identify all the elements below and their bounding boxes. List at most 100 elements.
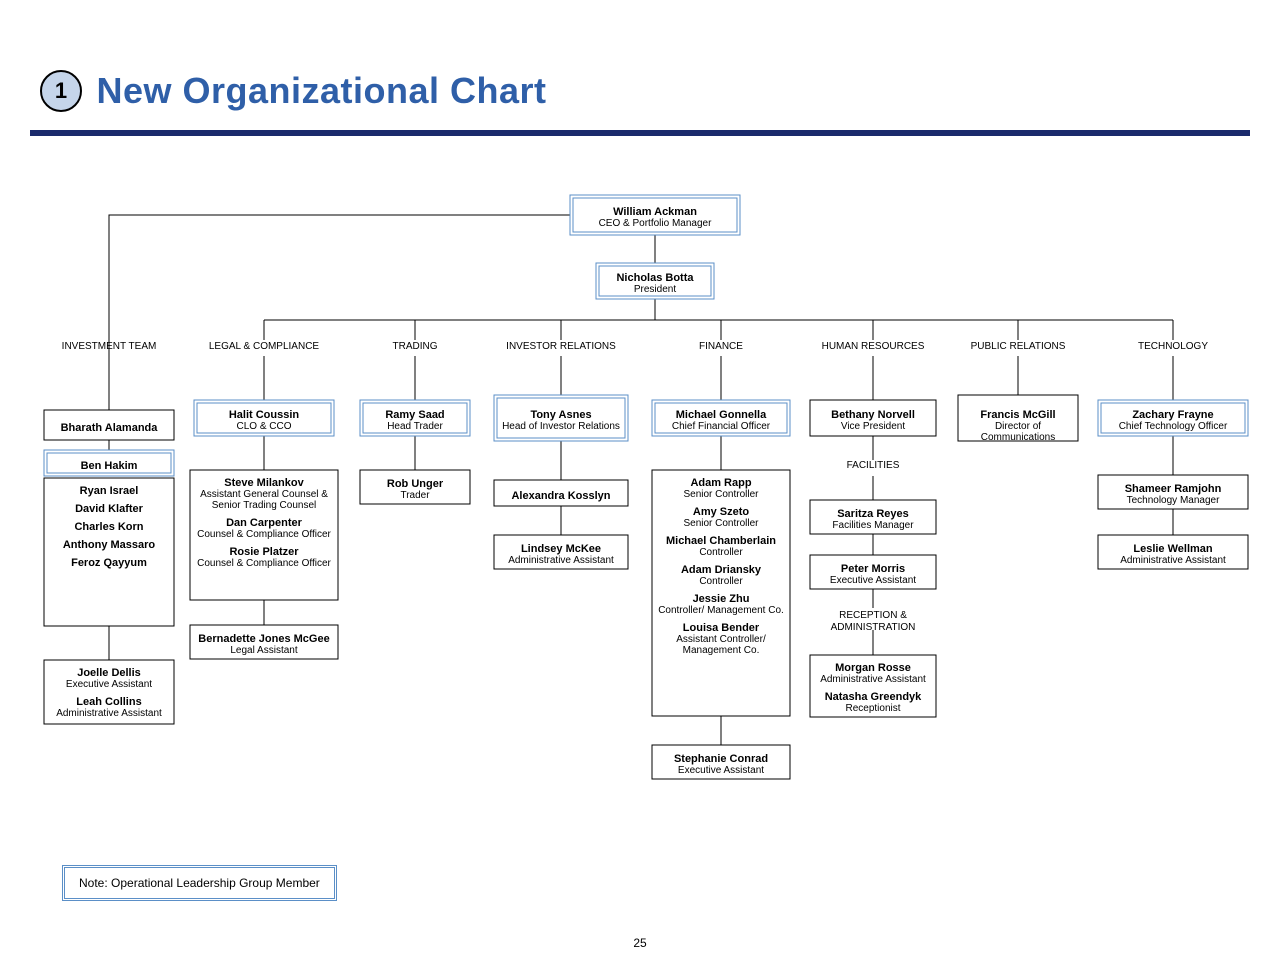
svg-text:Chief Technology Officer: Chief Technology Officer (1119, 421, 1228, 432)
svg-text:Lindsey McKee: Lindsey McKee (521, 543, 601, 555)
org-node: Ryan Israel David Klafter Charles Korn Anth… (44, 478, 174, 626)
svg-text:Charles Korn: Charles Korn (74, 521, 143, 533)
svg-text:Administrative Assistant: Administrative Assistant (1120, 555, 1226, 566)
svg-text:Controller: Controller (699, 547, 743, 558)
svg-text:Leah Collins: Leah Collins (76, 696, 141, 708)
svg-text:Administrative Assistant: Administrative Assistant (508, 555, 614, 566)
org-node: Saritza ReyesFacilities Manager (810, 500, 936, 534)
svg-text:Legal Assistant: Legal Assistant (230, 645, 297, 656)
svg-text:Administrative Assistant: Administrative Assistant (820, 674, 926, 685)
svg-text:Assistant General Counsel &Sen: Assistant General Counsel &Senior Tradin… (200, 489, 328, 511)
svg-text:Morgan Rosse: Morgan Rosse (835, 662, 911, 674)
org-node: Tony AsnesHead of Investor Relations (494, 395, 628, 441)
svg-text:Bethany Norvell: Bethany Norvell (831, 409, 915, 421)
svg-text:Dan Carpenter: Dan Carpenter (226, 517, 303, 529)
dept-label: TRADING (393, 341, 438, 352)
dept-label: RECEPTION &ADMINISTRATION (831, 610, 916, 633)
svg-text:Anthony Massaro: Anthony Massaro (63, 539, 156, 551)
dept-label: INVESTOR RELATIONS (506, 341, 616, 352)
svg-text:Amy Szeto: Amy Szeto (693, 506, 750, 518)
svg-text:Shameer Ramjohn: Shameer Ramjohn (1125, 483, 1222, 495)
org-node: Steve MilankovAssistant General Counsel … (190, 470, 338, 600)
svg-text:Leslie Wellman: Leslie Wellman (1133, 543, 1213, 555)
svg-text:President: President (634, 284, 676, 295)
page-number: 25 (0, 936, 1280, 950)
org-node: William AckmanCEO & Portfolio Manager (570, 195, 740, 235)
svg-text:Nicholas Botta: Nicholas Botta (616, 272, 694, 284)
org-node: Bernadette Jones McGeeLegal Assistant (190, 625, 338, 659)
svg-text:Counsel & Compliance Officer: Counsel & Compliance Officer (197, 529, 331, 540)
svg-text:Executive Assistant: Executive Assistant (830, 575, 916, 586)
svg-text:Ramy Saad: Ramy Saad (385, 409, 444, 421)
svg-text:Saritza Reyes: Saritza Reyes (837, 508, 909, 520)
svg-text:Executive Assistant: Executive Assistant (66, 679, 152, 690)
dept-label: FACILITIES (847, 460, 900, 471)
org-node: Alexandra Kosslyn (494, 480, 628, 506)
legend-note: Note: Operational Leadership Group Membe… (62, 865, 337, 901)
svg-text:Vice President: Vice President (841, 421, 906, 432)
svg-text:CEO & Portfolio Manager: CEO & Portfolio Manager (599, 218, 712, 229)
svg-text:Bharath Alamanda: Bharath Alamanda (61, 422, 159, 434)
svg-text:Rob Unger: Rob Unger (387, 478, 444, 490)
org-node: Zachary FrayneChief Technology Officer (1098, 400, 1248, 436)
svg-text:Stephanie Conrad: Stephanie Conrad (674, 753, 768, 765)
dept-label: TECHNOLOGY (1138, 341, 1208, 352)
org-node: Peter MorrisExecutive Assistant (810, 555, 936, 589)
svg-text:Chief Financial Officer: Chief Financial Officer (672, 421, 771, 432)
svg-text:Adam Driansky: Adam Driansky (681, 564, 762, 576)
svg-text:David Klafter: David Klafter (75, 503, 144, 515)
dept-label: INVESTMENT TEAM (62, 341, 157, 352)
svg-text:Controller/ Management Co.: Controller/ Management Co. (658, 605, 784, 616)
org-node: Halit CoussinCLO & CCO (194, 400, 334, 436)
svg-text:Jessie Zhu: Jessie Zhu (693, 593, 750, 605)
org-node: Stephanie ConradExecutive Assistant (652, 745, 790, 779)
svg-text:Senior Controller: Senior Controller (683, 489, 759, 500)
org-node: Joelle DellisExecutive Assistant Leah Col… (44, 660, 174, 724)
svg-text:Alexandra Kosslyn: Alexandra Kosslyn (511, 490, 610, 502)
svg-text:Steve Milankov: Steve Milankov (224, 477, 304, 489)
dept-label: LEGAL & COMPLIANCE (209, 341, 320, 352)
svg-text:Louisa Bender: Louisa Bender (683, 622, 760, 634)
svg-text:Michael Gonnella: Michael Gonnella (676, 409, 767, 421)
svg-text:Natasha Greendyk: Natasha Greendyk (825, 691, 922, 703)
org-node: Shameer RamjohnTechnology Manager (1098, 475, 1248, 509)
svg-text:Peter Morris: Peter Morris (841, 563, 905, 575)
svg-text:Feroz Qayyum: Feroz Qayyum (71, 557, 147, 569)
svg-text:Francis McGill: Francis McGill (980, 409, 1055, 421)
svg-text:Controller: Controller (699, 576, 743, 587)
svg-text:Halit Coussin: Halit Coussin (229, 409, 300, 421)
svg-text:Zachary Frayne: Zachary Frayne (1132, 409, 1213, 421)
svg-text:Head Trader: Head Trader (387, 421, 443, 432)
org-node: Bharath Alamanda (44, 410, 174, 440)
org-node: Bethany NorvellVice President (810, 400, 936, 436)
svg-text:William Ackman: William Ackman (613, 206, 697, 218)
svg-text:Assistant Controller/Managemen: Assistant Controller/Management Co. (676, 634, 766, 656)
dept-label: PUBLIC RELATIONS (971, 341, 1066, 352)
org-node: Ramy SaadHead Trader (360, 400, 470, 436)
org-chart: INVESTMENT TEAM LEGAL & COMPLIANCE TRADING… (0, 0, 1280, 960)
svg-text:Executive Assistant: Executive Assistant (678, 765, 764, 776)
org-node: Leslie WellmanAdministrative Assistant (1098, 535, 1248, 569)
org-node: Lindsey McKeeAdministrative Assistant (494, 535, 628, 569)
svg-text:Bernadette Jones McGee: Bernadette Jones McGee (198, 633, 329, 645)
org-node: Michael GonnellaChief Financial Officer (652, 400, 790, 436)
svg-text:Trader: Trader (400, 490, 430, 501)
svg-text:Rosie Platzer: Rosie Platzer (229, 546, 299, 558)
svg-text:Tony Asnes: Tony Asnes (530, 409, 591, 421)
svg-text:Ryan Israel: Ryan Israel (80, 485, 139, 497)
svg-text:CLO & CCO: CLO & CCO (236, 421, 291, 432)
dept-label: HUMAN RESOURCES (822, 341, 925, 352)
svg-text:Facilities Manager: Facilities Manager (832, 520, 914, 531)
svg-text:Receptionist: Receptionist (845, 703, 900, 714)
svg-text:Counsel & Compliance Officer: Counsel & Compliance Officer (197, 558, 331, 569)
svg-text:Adam Rapp: Adam Rapp (690, 477, 751, 489)
org-node: Adam RappSenior ControllerAmy SzetoSenio… (652, 470, 790, 716)
org-node: Nicholas BottaPresident (596, 263, 714, 299)
org-node: Ben Hakim (44, 450, 174, 476)
svg-text:Joelle Dellis: Joelle Dellis (77, 667, 141, 679)
svg-text:Technology Manager: Technology Manager (1127, 495, 1221, 506)
dept-label: FINANCE (699, 341, 743, 352)
svg-text:Michael Chamberlain: Michael Chamberlain (666, 535, 776, 547)
svg-text:Senior Controller: Senior Controller (683, 518, 759, 529)
org-node: Rob UngerTrader (360, 470, 470, 504)
